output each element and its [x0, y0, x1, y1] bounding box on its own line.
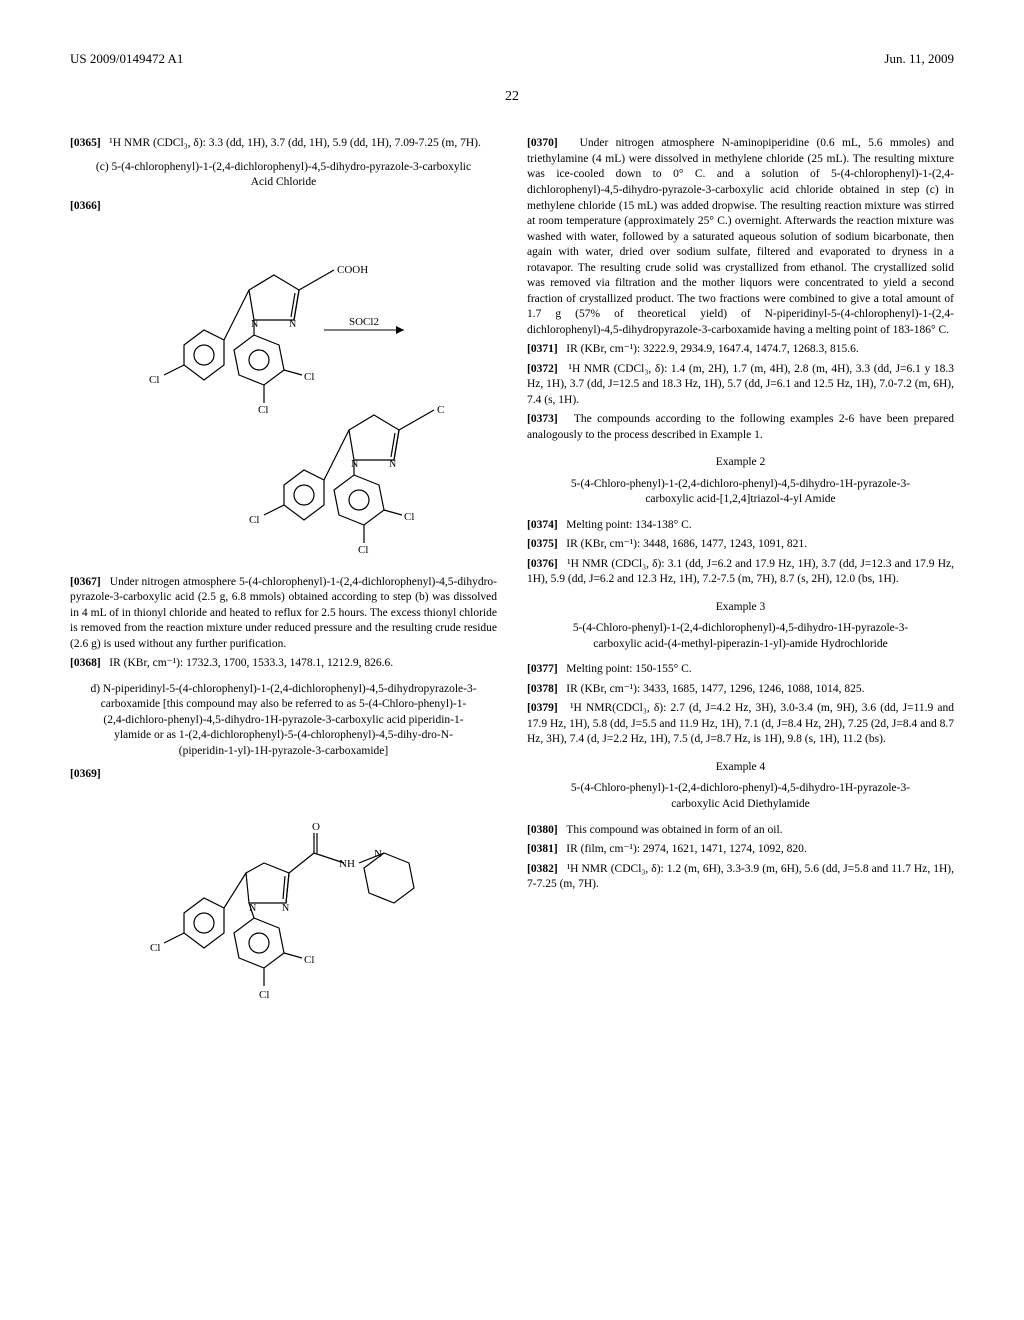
example-4-title: 5-(4-Chloro-phenyl)-1-(2,4-dichloro-phen…: [557, 781, 924, 812]
para-num: [0372]: [527, 363, 558, 375]
pub-number: US 2009/0149472 A1: [70, 50, 183, 68]
para-text: IR (KBr, cm⁻¹): 1732.3, 1700, 1533.3, 14…: [109, 657, 393, 669]
para-num: [0379]: [527, 702, 558, 714]
svg-text:Cl: Cl: [304, 371, 314, 383]
para-num: [0378]: [527, 683, 558, 695]
para-text: ¹H NMR (CDCl₃, δ): 1.2 (m, 6H), 3.3-3.9 …: [527, 863, 954, 891]
para-num: [0371]: [527, 343, 558, 355]
para-text: This compound was obtained in form of an…: [566, 824, 782, 836]
para-text: IR (film, cm⁻¹): 2974, 1621, 1471, 1274,…: [566, 843, 806, 855]
example-4-heading: Example 4: [527, 760, 954, 776]
svg-text:Cl: Cl: [149, 374, 159, 386]
para-num: [0376]: [527, 558, 558, 570]
svg-text:Cl: Cl: [259, 989, 269, 1001]
para-text: IR (KBr, cm⁻¹): 3448, 1686, 1477, 1243, …: [566, 538, 807, 550]
para-num: [0377]: [527, 663, 558, 675]
para-num: [0381]: [527, 843, 558, 855]
left-column: [0365] ¹H NMR (CDCl₃, δ): 3.3 (dd, 1H), …: [70, 136, 497, 1022]
para-text: ¹H NMR (CDCl₃, δ): 1.4 (m, 2H), 1.7 (m, …: [527, 363, 954, 406]
example-3-title: 5-(4-Chloro-phenyl)-1-(2,4-dichloropheny…: [557, 621, 924, 652]
svg-text:N: N: [374, 848, 382, 860]
para-num: [0374]: [527, 519, 558, 531]
para-num: [0373]: [527, 413, 558, 425]
para-text: Melting point: 134-138° C.: [566, 519, 691, 531]
para-text: Melting point: 150-155° C.: [566, 663, 691, 675]
svg-text:N: N: [282, 903, 289, 914]
svg-text:N: N: [289, 319, 296, 330]
sub-heading-c: (c) 5-(4-chlorophenyl)-1-(2,4-dichloroph…: [90, 160, 477, 191]
svg-text:Cl: Cl: [249, 514, 259, 526]
para-text: IR (KBr, cm⁻¹): 3222.9, 2934.9, 1647.4, …: [566, 343, 858, 355]
svg-text:N: N: [389, 459, 396, 470]
example-2-heading: Example 2: [527, 455, 954, 471]
example-3-heading: Example 3: [527, 600, 954, 616]
svg-text:COCl: COCl: [437, 404, 444, 416]
right-column: [0370] Under nitrogen atmosphere N-amino…: [527, 136, 954, 1022]
sub-heading-d: d) N-piperidinyl-5-(4-chlorophenyl)-1-(2…: [90, 682, 477, 760]
para-num: [0382]: [527, 863, 558, 875]
para-text: ¹H NMR (CDCl₃, δ): 3.3 (dd, 1H), 3.7 (dd…: [109, 137, 481, 149]
example-2-title: 5-(4-Chloro-phenyl)-1-(2,4-dichloro-phen…: [557, 477, 924, 508]
svg-text:Cl: Cl: [304, 954, 314, 966]
para-num: [0365]: [70, 137, 101, 149]
svg-text:NH: NH: [339, 858, 355, 870]
svg-text:Cl: Cl: [404, 511, 414, 523]
svg-text:O: O: [312, 821, 320, 833]
chemical-structure-1: N N COOH Cl Cl Cl: [70, 225, 497, 565]
para-num: [0366]: [70, 200, 101, 212]
para-num: [0375]: [527, 538, 558, 550]
para-text: Under nitrogen atmosphere 5-(4-chlorophe…: [70, 576, 497, 650]
svg-text:Cl: Cl: [150, 942, 160, 954]
para-text: Under nitrogen atmosphere N-aminopiperid…: [527, 137, 954, 335]
page-number: 22: [70, 88, 954, 107]
para-text: The compounds according to the following…: [527, 413, 954, 441]
para-text: IR (KBr, cm⁻¹): 3433, 1685, 1477, 1296, …: [566, 683, 864, 695]
svg-text:COOH: COOH: [337, 264, 368, 276]
svg-text:SOCl2: SOCl2: [349, 316, 379, 328]
para-num: [0370]: [527, 137, 558, 149]
svg-text:N: N: [351, 459, 358, 470]
svg-text:N: N: [251, 319, 258, 330]
svg-text:Cl: Cl: [358, 544, 368, 555]
para-num: [0367]: [70, 576, 101, 588]
para-num: [0368]: [70, 657, 101, 669]
para-text: ¹H NMR(CDCl₃, δ): 2.7 (d, J=4.2 Hz, 3H),…: [527, 702, 954, 745]
para-num: [0369]: [70, 768, 101, 780]
svg-text:Cl: Cl: [258, 404, 268, 416]
para-text: ¹H NMR (CDCl₃, δ): 3.1 (dd, J=6.2 and 17…: [527, 558, 954, 586]
para-num: [0380]: [527, 824, 558, 836]
pub-date: Jun. 11, 2009: [884, 50, 954, 68]
svg-text:N: N: [249, 903, 256, 914]
chemical-structure-2: O NH N N N Cl Cl Cl: [70, 793, 497, 1013]
